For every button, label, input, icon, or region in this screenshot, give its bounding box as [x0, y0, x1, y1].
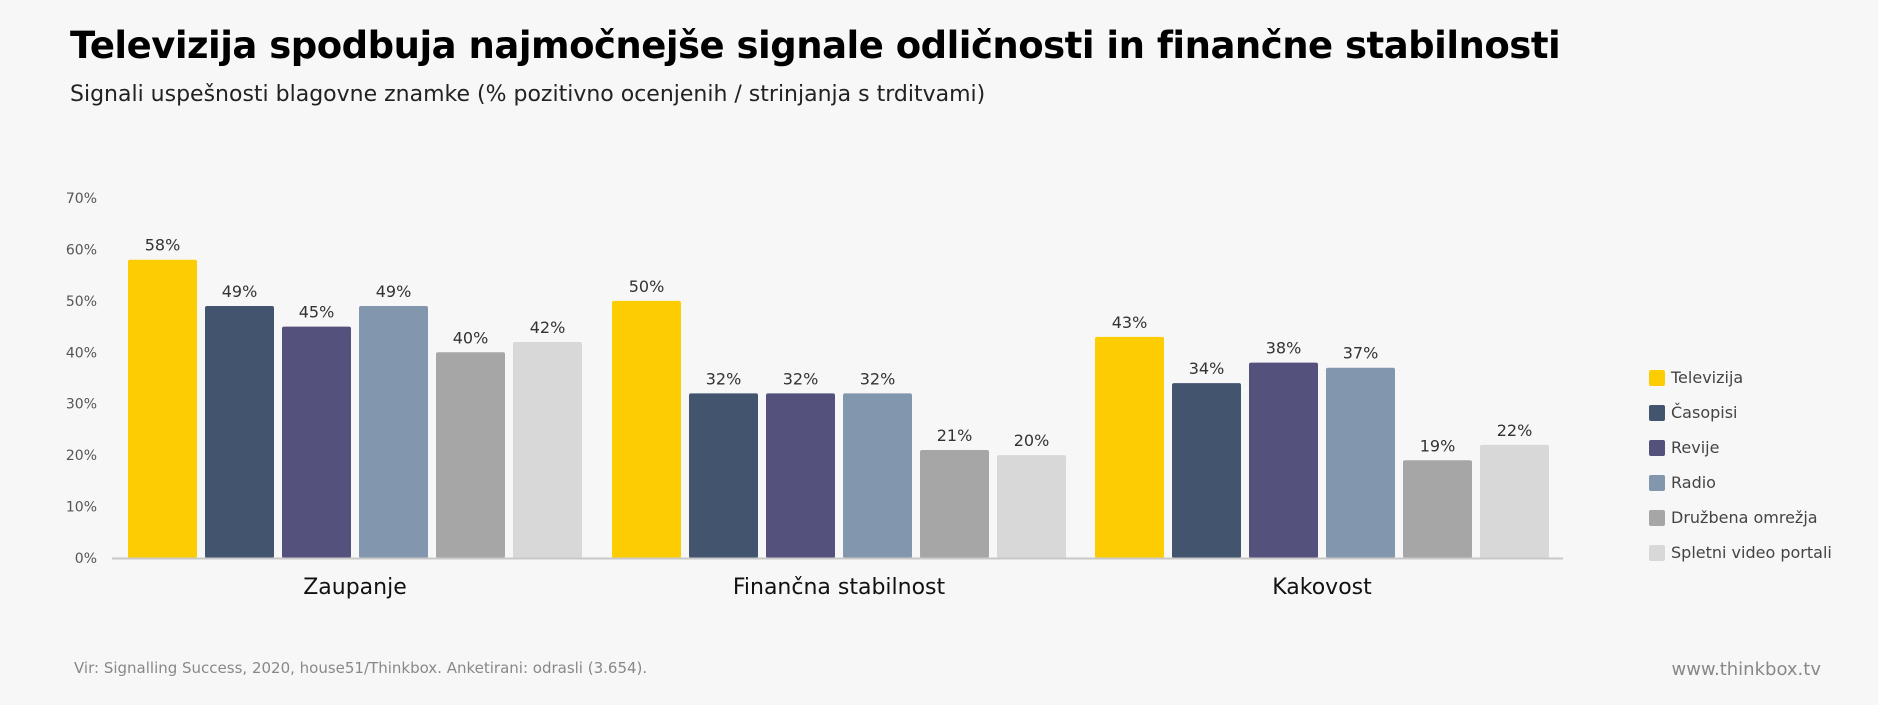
bar-1-1	[689, 393, 758, 558]
category-label-1: Finančna stabilnost	[733, 575, 946, 600]
legend-label-1: Časopisi	[1671, 403, 1738, 422]
legend-swatch-4	[1649, 509, 1665, 526]
bar-0-3	[359, 306, 428, 558]
data-label-2-4: 19%	[1420, 436, 1456, 455]
legend-swatch-0	[1649, 369, 1665, 386]
legend-swatch-5	[1649, 544, 1665, 561]
legend-item-4: Družbena omrežja	[1649, 500, 1832, 535]
data-label-1-4: 21%	[937, 426, 973, 445]
legend-item-5: Spletni video portali	[1649, 535, 1832, 570]
legend-swatch-3	[1649, 474, 1665, 491]
y-tick-label-6: 60%	[66, 242, 97, 258]
data-label-0-2: 45%	[299, 303, 335, 322]
bar-2-1	[1172, 383, 1241, 558]
data-label-1-0: 50%	[629, 277, 665, 296]
bar-0-0	[128, 259, 197, 558]
data-label-1-5: 20%	[1014, 431, 1050, 450]
legend-label-0: Televizija	[1671, 368, 1744, 387]
legend-item-1: Časopisi	[1649, 395, 1832, 430]
bar-2-2	[1249, 362, 1318, 558]
bar-1-5	[997, 455, 1066, 558]
source-note: Vir: Signalling Success, 2020, house51/T…	[74, 659, 648, 677]
chart-title: Televizija spodbuja najmočnejše signale …	[70, 24, 1561, 67]
y-tick-label-3: 30%	[66, 397, 97, 413]
y-tick-label-4: 40%	[66, 345, 97, 361]
data-label-0-4: 40%	[453, 328, 489, 347]
bar-1-3	[843, 393, 912, 558]
data-label-2-3: 37%	[1343, 344, 1379, 363]
legend-item-0: Televizija	[1649, 360, 1832, 395]
legend-label-5: Spletni video portali	[1671, 543, 1832, 562]
category-label-0: Zaupanje	[303, 575, 407, 600]
chart-legend: Televizija Časopisi Revije Radio Družbena om…	[1649, 360, 1832, 570]
data-label-0-1: 49%	[222, 282, 258, 301]
bar-1-4	[920, 450, 989, 558]
bar-2-3	[1326, 367, 1395, 558]
y-tick-label-0: 0%	[75, 551, 97, 567]
bar-chart: 0% 10% 20% 30% 40% 50% 60% 70% 58% 50% 43% 49% 32% 34…	[66, 191, 1563, 600]
data-label-2-5: 22%	[1497, 421, 1533, 440]
data-label-1-3: 32%	[860, 369, 896, 388]
bar-0-1	[205, 306, 274, 558]
legend-swatch-2	[1649, 439, 1665, 456]
data-label-1-1: 32%	[706, 369, 742, 388]
data-label-0-3: 49%	[376, 282, 412, 301]
y-tick-label-5: 50%	[66, 294, 97, 310]
legend-item-3: Radio	[1649, 465, 1832, 500]
data-label-2-1: 34%	[1189, 359, 1225, 378]
bar-2-4	[1403, 460, 1472, 558]
chart-subtitle: Signali uspešnosti blagovne znamke (% po…	[70, 82, 986, 107]
bar-2-5	[1480, 444, 1549, 558]
bar-2-0	[1095, 336, 1164, 558]
y-tick-label-7: 70%	[66, 191, 97, 207]
legend-swatch-1	[1649, 404, 1665, 421]
legend-item-2: Revije	[1649, 430, 1832, 465]
bar-0-2	[282, 326, 351, 558]
legend-label-2: Revije	[1671, 438, 1720, 457]
y-tick-label-1: 10%	[66, 500, 97, 516]
bar-0-5	[513, 342, 582, 558]
data-label-2-0: 43%	[1112, 313, 1148, 332]
y-tick-label-2: 20%	[66, 448, 97, 464]
category-label-2: Kakovost	[1272, 575, 1372, 600]
data-label-0-5: 42%	[530, 318, 566, 337]
data-label-2-2: 38%	[1266, 339, 1302, 358]
bar-1-2	[766, 393, 835, 558]
legend-label-3: Radio	[1671, 473, 1716, 492]
bar-0-4	[436, 352, 505, 558]
data-label-0-0: 58%	[145, 236, 181, 255]
website-link[interactable]: www.thinkbox.tv	[1671, 659, 1821, 680]
data-label-1-2: 32%	[783, 369, 819, 388]
bar-1-0	[612, 300, 681, 558]
legend-label-4: Družbena omrežja	[1671, 508, 1818, 527]
